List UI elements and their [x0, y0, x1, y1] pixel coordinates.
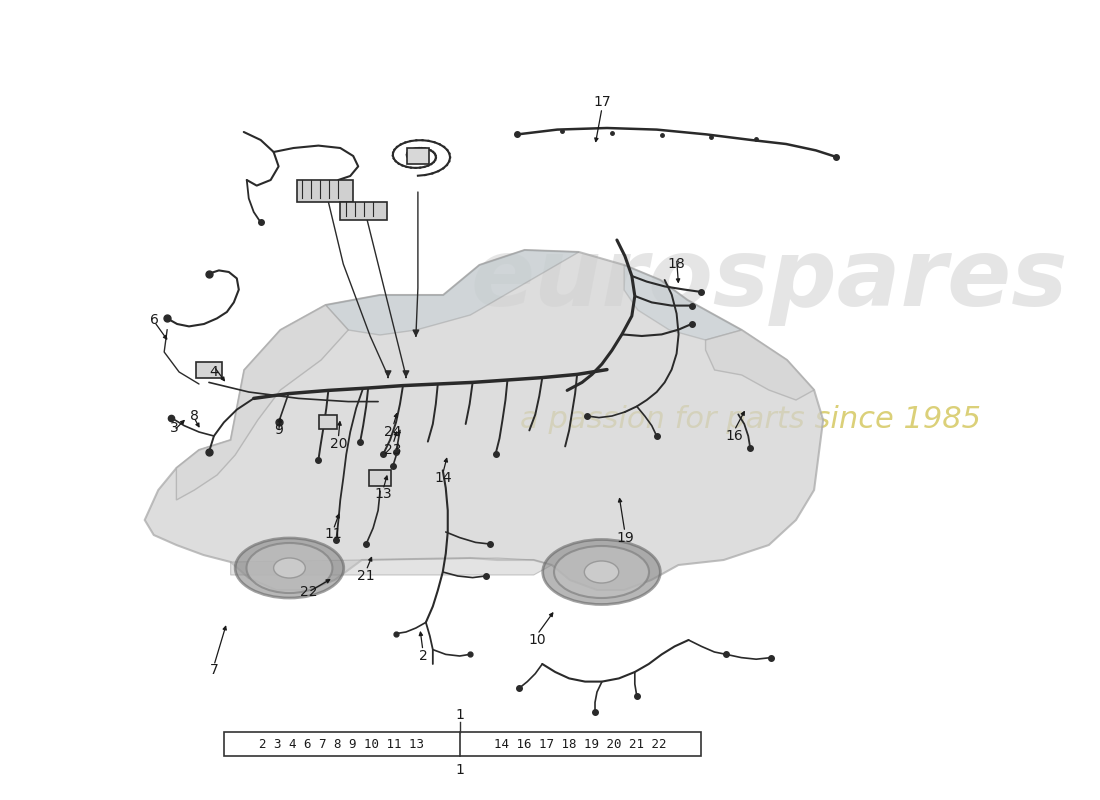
Polygon shape: [624, 265, 741, 340]
Text: 14 16 17 18 19 20 21 22: 14 16 17 18 19 20 21 22: [494, 738, 667, 750]
Text: a passion for parts since 1985: a passion for parts since 1985: [520, 406, 981, 434]
Polygon shape: [231, 558, 552, 575]
Text: 11: 11: [324, 527, 342, 542]
Text: 22: 22: [299, 585, 317, 599]
Text: 21: 21: [358, 569, 375, 583]
Text: 4: 4: [209, 365, 218, 379]
Text: 16: 16: [725, 429, 744, 443]
Bar: [319, 415, 338, 430]
Text: 20: 20: [330, 437, 348, 451]
Text: 1: 1: [455, 708, 464, 722]
Text: 7: 7: [209, 663, 218, 678]
Bar: [407, 148, 429, 164]
Polygon shape: [176, 305, 349, 500]
Bar: [196, 362, 221, 378]
Text: 19: 19: [616, 530, 634, 545]
Ellipse shape: [584, 561, 618, 583]
Text: 23: 23: [384, 442, 402, 457]
Text: 24: 24: [384, 425, 402, 439]
Ellipse shape: [274, 558, 306, 578]
Text: 10: 10: [528, 633, 546, 647]
Ellipse shape: [246, 543, 332, 593]
Polygon shape: [705, 330, 814, 400]
Polygon shape: [145, 250, 823, 590]
Text: 6: 6: [150, 313, 158, 327]
Text: 13: 13: [374, 487, 392, 502]
Text: 1: 1: [455, 762, 464, 777]
Text: 14: 14: [434, 471, 452, 486]
Polygon shape: [326, 250, 579, 335]
Ellipse shape: [542, 539, 660, 605]
Text: 2 3 4 6 7 8 9 10 11 13: 2 3 4 6 7 8 9 10 11 13: [260, 738, 425, 750]
Bar: [224, 732, 702, 756]
Bar: [340, 202, 387, 219]
Bar: [370, 470, 390, 486]
Bar: [297, 180, 353, 202]
Text: 3: 3: [169, 421, 178, 435]
Text: 17: 17: [593, 95, 611, 110]
Text: 9: 9: [274, 423, 283, 438]
Ellipse shape: [554, 546, 649, 598]
Text: 2: 2: [418, 649, 427, 663]
Text: 8: 8: [189, 409, 198, 423]
Text: eurospares: eurospares: [470, 234, 1068, 326]
Ellipse shape: [235, 538, 343, 598]
Text: 18: 18: [668, 257, 685, 271]
